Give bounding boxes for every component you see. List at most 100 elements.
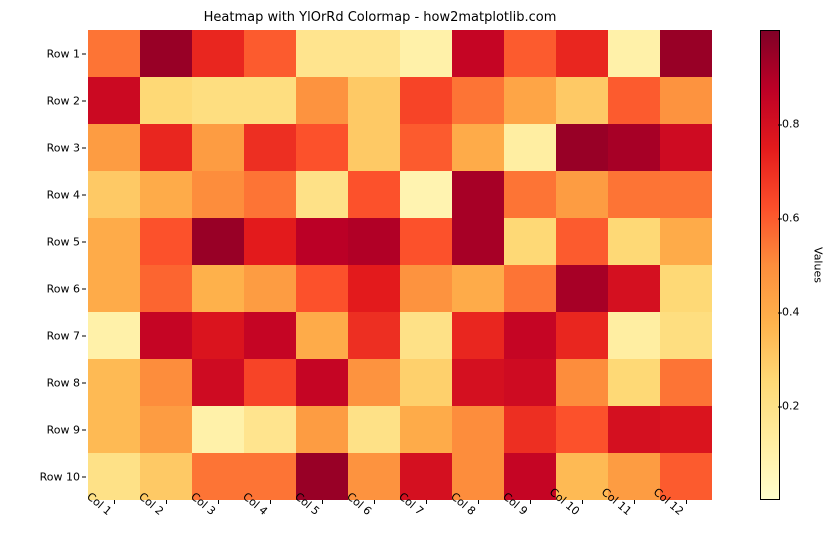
- heatmap-cell: [348, 30, 400, 77]
- colorbar-tick: 0.4: [782, 306, 800, 319]
- heatmap-cell: [556, 30, 608, 77]
- heatmap-cell: [244, 359, 296, 406]
- heatmap-cell: [140, 406, 192, 453]
- heatmap-cell: [88, 218, 140, 265]
- heatmap-cell: [608, 359, 660, 406]
- heatmap-cell: [504, 359, 556, 406]
- y-tick-label: Row 7: [10, 329, 80, 342]
- heatmap-cell: [88, 124, 140, 171]
- heatmap-cell: [400, 218, 452, 265]
- heatmap-cell: [348, 265, 400, 312]
- x-tick-mark: [218, 500, 219, 504]
- heatmap-cell: [192, 359, 244, 406]
- heatmap-cell: [88, 30, 140, 77]
- heatmap-cell: [88, 265, 140, 312]
- heatmap-cell: [140, 171, 192, 218]
- heatmap-cell: [244, 406, 296, 453]
- heatmap-cell: [140, 30, 192, 77]
- heatmap-cell: [88, 406, 140, 453]
- heatmap-cell: [244, 77, 296, 124]
- heatmap-cell: [296, 218, 348, 265]
- heatmap-cell: [608, 218, 660, 265]
- heatmap-cell: [556, 406, 608, 453]
- heatmap-cell: [140, 265, 192, 312]
- heatmap-plot: [88, 30, 712, 500]
- heatmap-cell: [452, 218, 504, 265]
- heatmap-cell: [556, 312, 608, 359]
- heatmap-cell: [348, 171, 400, 218]
- x-tick-mark: [270, 500, 271, 504]
- heatmap-cell: [452, 406, 504, 453]
- heatmap-cell: [608, 124, 660, 171]
- heatmap-cell: [192, 406, 244, 453]
- heatmap-grid: [88, 30, 712, 500]
- heatmap-cell: [400, 265, 452, 312]
- heatmap-cell: [660, 265, 712, 312]
- heatmap-cell: [244, 171, 296, 218]
- x-tick-mark: [114, 500, 115, 504]
- heatmap-cell: [244, 30, 296, 77]
- heatmap-cell: [400, 406, 452, 453]
- colorbar-gradient: [760, 30, 780, 500]
- heatmap-cell: [140, 124, 192, 171]
- heatmap-cell: [296, 30, 348, 77]
- heatmap-cell: [660, 359, 712, 406]
- x-tick-mark: [634, 500, 635, 504]
- heatmap-cell: [140, 359, 192, 406]
- heatmap-cell: [348, 218, 400, 265]
- colorbar: [760, 30, 780, 500]
- heatmap-cell: [660, 124, 712, 171]
- heatmap-cell: [556, 218, 608, 265]
- heatmap-cell: [400, 171, 452, 218]
- heatmap-cell: [140, 218, 192, 265]
- heatmap-cell: [452, 265, 504, 312]
- heatmap-cell: [504, 312, 556, 359]
- heatmap-cell: [296, 359, 348, 406]
- heatmap-cell: [608, 30, 660, 77]
- heatmap-cell: [608, 312, 660, 359]
- heatmap-cell: [192, 77, 244, 124]
- heatmap-cell: [140, 312, 192, 359]
- heatmap-cell: [88, 77, 140, 124]
- heatmap-cell: [400, 359, 452, 406]
- heatmap-cell: [608, 77, 660, 124]
- heatmap-cell: [556, 359, 608, 406]
- x-tick-mark: [426, 500, 427, 504]
- heatmap-cell: [192, 171, 244, 218]
- heatmap-cell: [400, 312, 452, 359]
- heatmap-cell: [296, 406, 348, 453]
- heatmap-cell: [88, 312, 140, 359]
- heatmap-cell: [244, 218, 296, 265]
- heatmap-cell: [660, 218, 712, 265]
- x-tick-mark: [530, 500, 531, 504]
- x-tick-mark: [686, 500, 687, 504]
- heatmap-cell: [400, 124, 452, 171]
- y-tick-label: Row 4: [10, 188, 80, 201]
- heatmap-cell: [504, 124, 556, 171]
- colorbar-tick: 0.8: [782, 118, 800, 131]
- heatmap-cell: [452, 171, 504, 218]
- heatmap-cell: [296, 77, 348, 124]
- heatmap-cell: [348, 312, 400, 359]
- heatmap-cell: [348, 77, 400, 124]
- heatmap-cell: [452, 359, 504, 406]
- y-tick-label: Row 9: [10, 423, 80, 436]
- colorbar-tick: 0.6: [782, 212, 800, 225]
- heatmap-cell: [608, 171, 660, 218]
- y-tick-label: Row 8: [10, 376, 80, 389]
- heatmap-cell: [88, 359, 140, 406]
- heatmap-cell: [504, 77, 556, 124]
- heatmap-cell: [244, 265, 296, 312]
- y-tick-label: Row 2: [10, 94, 80, 107]
- heatmap-cell: [296, 171, 348, 218]
- heatmap-cell: [504, 406, 556, 453]
- heatmap-cell: [400, 30, 452, 77]
- heatmap-cell: [192, 218, 244, 265]
- heatmap-cell: [296, 265, 348, 312]
- heatmap-cell: [556, 265, 608, 312]
- x-tick-mark: [166, 500, 167, 504]
- colorbar-label: Values: [812, 247, 825, 283]
- heatmap-cell: [660, 30, 712, 77]
- y-tick-label: Row 6: [10, 282, 80, 295]
- x-tick-mark: [582, 500, 583, 504]
